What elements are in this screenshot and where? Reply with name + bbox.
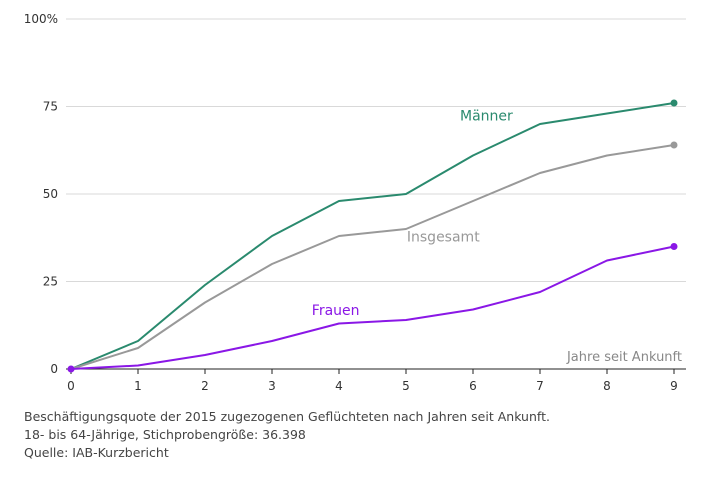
series-end-point [670, 99, 678, 107]
x-tick-label: 2 [201, 379, 209, 393]
x-tick-label: 9 [670, 379, 678, 393]
y-tick-label: 25 [43, 275, 58, 289]
y-tick-label: 100% [24, 12, 58, 26]
grid-lines [66, 18, 686, 370]
series-label: Frauen [312, 303, 360, 319]
x-tick-label: 4 [335, 379, 343, 393]
origin-point [67, 365, 75, 373]
x-tick-label: 7 [536, 379, 544, 393]
line-chart: 0 25 50 75 100% 0 1 2 3 4 5 6 7 8 9 Männer Insgesamt Fr… [24, 12, 686, 393]
caption-description: Beschäftigungsquote der 2015 zugezogenen… [24, 409, 550, 424]
x-tick-label: 5 [402, 379, 410, 393]
series-label: Männer [460, 109, 513, 125]
x-axis-label: Jahre seit Ankunft [566, 350, 682, 365]
y-axis-ticks: 0 25 50 75 100% [24, 12, 58, 376]
caption-sample: 18- bis 64-Jährige, Stichprobengröße: 36… [24, 427, 306, 442]
series-line-frauen [70, 245, 675, 370]
x-tick-label: 6 [469, 379, 477, 393]
series-lines [67, 99, 678, 373]
y-tick-label: 75 [43, 100, 58, 114]
series-end-point [670, 243, 678, 250]
caption-source: Quelle: IAB-Kurzbericht [24, 445, 169, 460]
series-label: Insgesamt [407, 229, 480, 245]
chart-caption: Beschäftigungsquote der 2015 zugezogenen… [24, 408, 550, 462]
series-end-point [670, 141, 678, 149]
x-axis-ticks: 0 1 2 3 4 5 6 7 8 9 [67, 369, 678, 393]
series-line-insgesamt [70, 144, 675, 370]
x-tick-label: 8 [603, 379, 611, 393]
x-tick-label: 1 [134, 379, 142, 393]
series-labels: Männer Insgesamt Frauen [312, 109, 513, 319]
series-line-m-nner [70, 102, 675, 370]
y-tick-label: 50 [43, 187, 58, 201]
x-tick-label: 3 [268, 379, 276, 393]
y-tick-label: 0 [50, 362, 58, 376]
x-tick-label: 0 [67, 379, 75, 393]
